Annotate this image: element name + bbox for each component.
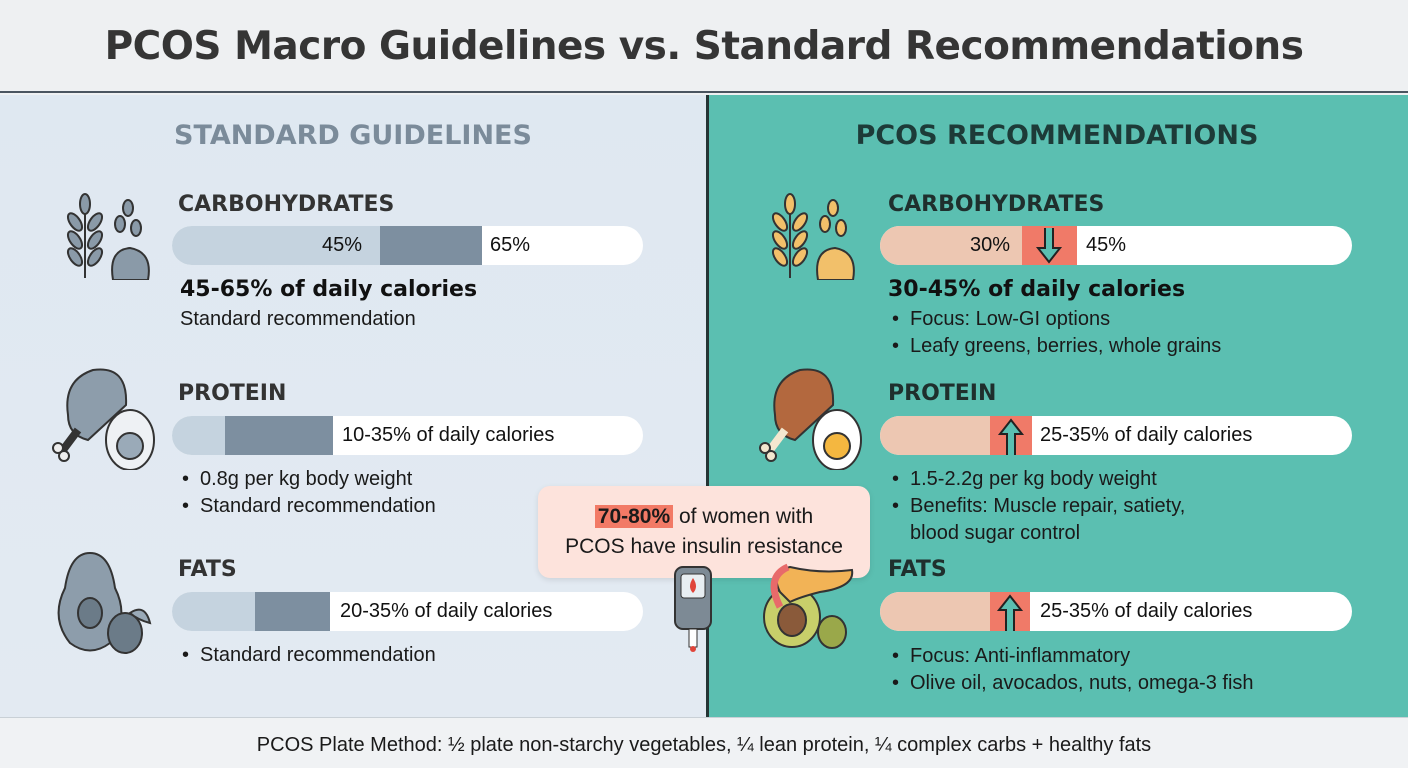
bullet: Standard recommendation bbox=[178, 642, 436, 669]
bar-segment-below bbox=[172, 592, 255, 631]
arrow-up-icon bbox=[996, 594, 1024, 631]
bar-segment-below bbox=[172, 226, 380, 265]
pcos-carbs-range: 30-45% of daily calories bbox=[888, 277, 1186, 302]
bar-segment-below bbox=[880, 416, 990, 455]
bar-text: 20-35% of daily calories bbox=[340, 600, 553, 622]
standard-carbs-range: 45-65% of daily calories bbox=[180, 277, 478, 302]
standard-protein-label: PROTEIN bbox=[178, 381, 287, 406]
bullet: Standard recommendation bbox=[178, 493, 436, 520]
bar-segment-range bbox=[255, 592, 330, 631]
header bbox=[0, 0, 1408, 93]
chicken-egg-icon bbox=[759, 368, 862, 470]
wheat-grain-icon bbox=[771, 193, 855, 280]
insulin-resistance-callout: 70-80% of women with PCOS have insulin r… bbox=[538, 486, 870, 578]
bullet: 0.8g per kg body weight bbox=[178, 466, 436, 493]
page-title: PCOS Macro Guidelines vs. Standard Recom… bbox=[104, 24, 1304, 69]
pcos-protein-bullets: 1.5-2.2g per kg body weight Benefits: Mu… bbox=[888, 466, 1185, 547]
bullet: Olive oil, avocados, nuts, omega-3 fish bbox=[888, 670, 1254, 697]
standard-fats-bar: 20-35% of daily calories bbox=[172, 592, 643, 631]
pcos-carbs-label: CARBOHYDRATES bbox=[888, 192, 1105, 217]
standard-fats-bullets: Standard recommendation bbox=[178, 642, 436, 669]
bar-high-label: 45% bbox=[1086, 234, 1127, 256]
bar-segment-range bbox=[380, 226, 482, 265]
bar-segment-range bbox=[225, 416, 333, 455]
pancreas-avocado-olive-icon bbox=[763, 563, 854, 649]
pcos-protein-bar: 25-35% of daily calories bbox=[880, 416, 1352, 455]
bullet: Focus: Low-GI options bbox=[888, 306, 1221, 333]
footer bbox=[0, 717, 1408, 768]
bar-low-label: 30% bbox=[970, 234, 1011, 256]
arrow-up-icon bbox=[997, 418, 1025, 455]
avocado-olive-icon bbox=[57, 551, 152, 654]
bullet: Benefits: Muscle repair, satiety, bbox=[888, 493, 1185, 520]
standard-protein-bullets: 0.8g per kg body weight Standard recomme… bbox=[178, 466, 436, 520]
bar-low-label: 45% bbox=[322, 234, 363, 256]
chicken-egg-icon bbox=[52, 368, 155, 470]
pcos-fats-bullets: Focus: Anti-inflammatory Olive oil, avoc… bbox=[888, 643, 1254, 697]
wheat-grain-icon bbox=[66, 193, 150, 280]
standard-heading: STANDARD GUIDELINES bbox=[174, 120, 532, 151]
standard-carbs-label: CARBOHYDRATES bbox=[178, 192, 395, 217]
standard-carbs-note: Standard recommendation bbox=[180, 308, 416, 330]
glucose-meter-icon bbox=[674, 566, 712, 652]
callout-text-1: of women with bbox=[673, 505, 814, 528]
standard-carbs-bar: 45% 65% bbox=[172, 226, 643, 265]
pcos-fats-bar: 25-35% of daily calories bbox=[880, 592, 1352, 631]
bar-text: 25-35% of daily calories bbox=[1040, 424, 1253, 446]
bar-segment-below bbox=[172, 416, 225, 455]
bar-segment-below bbox=[880, 592, 990, 631]
pcos-carbs-bar: 30% 45% bbox=[880, 226, 1352, 265]
standard-protein-bar: 10-35% of daily calories bbox=[172, 416, 643, 455]
plate-method-text: PCOS Plate Method: ½ plate non-starchy v… bbox=[256, 734, 1152, 756]
bullet: 1.5-2.2g per kg body weight bbox=[888, 466, 1185, 493]
bullet: Leafy greens, berries, whole grains bbox=[888, 333, 1221, 360]
pcos-protein-label: PROTEIN bbox=[888, 381, 997, 406]
pcos-carbs-bullets: Focus: Low-GI options Leafy greens, berr… bbox=[888, 306, 1221, 360]
bullet-continuation: blood sugar control bbox=[910, 522, 1081, 544]
bar-text: 10-35% of daily calories bbox=[342, 424, 555, 446]
bar-segment-below bbox=[880, 226, 1022, 265]
callout-text-2: PCOS have insulin resistance bbox=[565, 535, 843, 558]
pcos-heading: PCOS RECOMMENDATIONS bbox=[855, 120, 1259, 151]
bullet: Focus: Anti-inflammatory bbox=[888, 643, 1254, 670]
callout-highlight: 70-80% bbox=[594, 505, 674, 528]
standard-fats-label: FATS bbox=[178, 557, 237, 582]
arrow-down-icon bbox=[1035, 228, 1063, 264]
bar-high-label: 65% bbox=[490, 234, 531, 256]
pcos-fats-label: FATS bbox=[888, 557, 947, 582]
bar-text: 25-35% of daily calories bbox=[1040, 600, 1253, 622]
